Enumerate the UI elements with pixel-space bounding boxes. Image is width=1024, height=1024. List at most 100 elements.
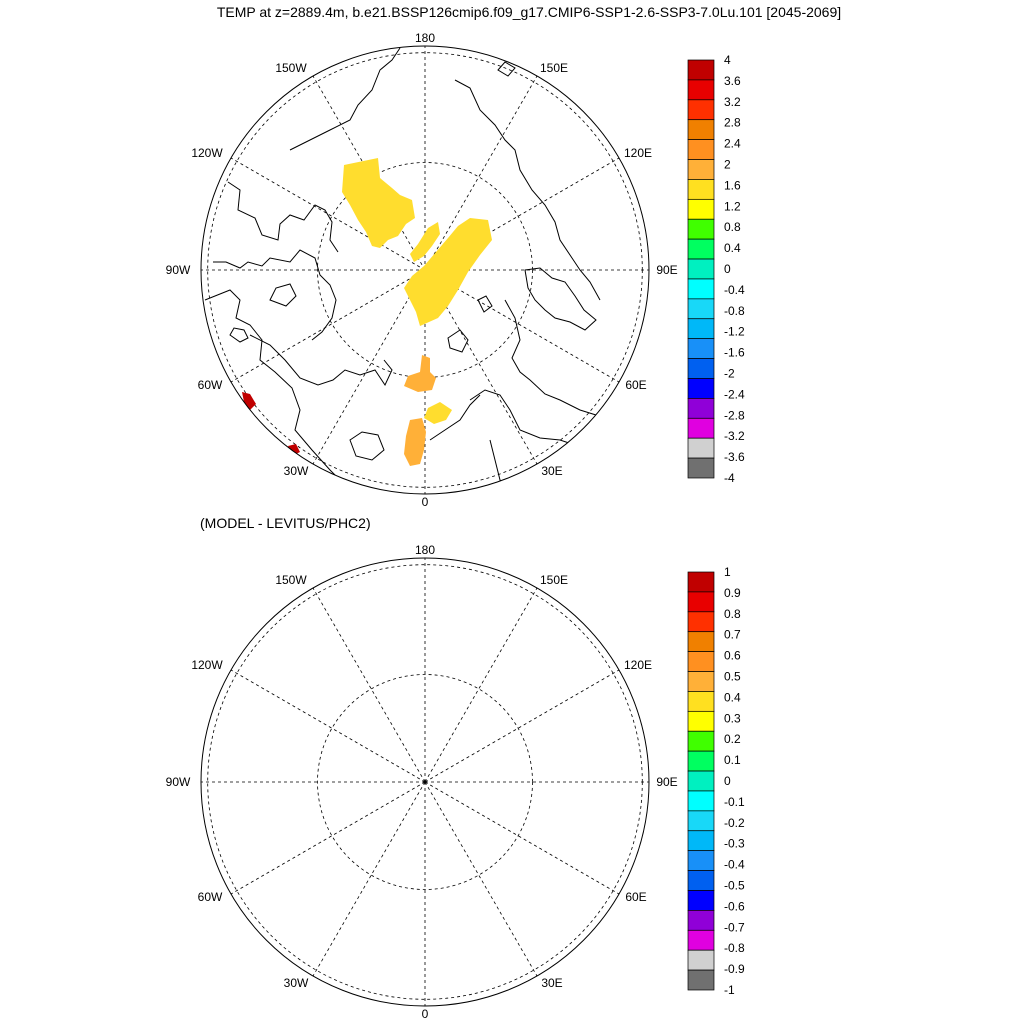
nordic-sea-patch [424,402,452,424]
colorbar-swatch [687,890,715,911]
colorbar-tick-label: 0 [724,774,731,788]
top-map: 180 150E 120E 90E 60E 30E 0 30W 60W 90W … [166,31,678,509]
colorbar-swatch [687,59,715,81]
lon-label-150w: 150W [275,573,307,587]
colorbar-tick-label: 0 [724,262,731,276]
colorbar-swatch [687,79,715,101]
bottom-colorbar: 1 0.9 0.8 0.7 0.6 0.5 0.4 0.3 0.2 0.1 0 -0.1 -0.2 -0.… [687,565,745,997]
colorbar-tick-label: 4 [724,53,731,67]
colorbar-swatch [687,969,715,991]
colorbar-tick-label: -1.6 [724,346,745,360]
graticule [201,558,649,1006]
colorbar-tick-label: 3.2 [724,95,741,109]
latitude-circle [207,52,643,488]
meridian-line [312,75,426,271]
colorbar-swatch [687,318,715,340]
lon-label-30w: 30W [284,976,309,990]
colorbar-swatch [687,99,715,121]
lon-label-90w: 90W [166,263,191,277]
meridian-line [230,781,426,895]
colorbar-swatch [687,671,715,692]
colorbar-tick-label: 0.2 [724,732,741,746]
lon-label-30w: 30W [284,464,309,478]
top-colorbar: 4 3.6 3.2 2.8 2.4 2 1.6 1.2 0.8 0.4 0 -0.4 -0.8 -1.2 -… [687,53,745,485]
meridian-line [312,269,426,465]
colorbar-tick-label: 0.3 [724,711,741,725]
colorbar-swatch [687,850,715,871]
colorbar-swatch [687,298,715,320]
colorbar-swatch [687,198,715,220]
canada-basin-patch [342,158,415,248]
labrador-sea-patch [242,392,256,410]
colorbar-tick-label: 3.6 [724,74,741,88]
colorbar-swatch [687,218,715,240]
colorbar-swatch [687,591,715,613]
colorbar-swatch [687,631,715,652]
coastlines [204,47,611,494]
colorbar-swatch [687,278,715,300]
bottom-map: 180 150E 120E 90E 60E 30E 0 30W 60W 90W … [166,543,678,1021]
colorbar-swatch [687,929,715,951]
meridian-line [424,669,620,783]
colorbar-tick-label: -0.6 [724,899,745,913]
lon-label-150e: 150E [540,573,568,587]
lon-label-90e: 90E [656,263,677,277]
lon-label-0: 0 [422,495,429,509]
lon-label-60e: 60E [625,890,646,904]
colorbar-tick-label: -3.6 [724,450,745,464]
colorbar-swatch [687,790,715,812]
colorbar-swatch [687,139,715,160]
meridian-line [230,669,426,783]
map-border [200,557,650,1007]
colorbar-swatch [687,258,715,280]
colorbar-swatch [687,179,715,200]
meridian-line [312,587,426,783]
colorbar-tick-label: -0.4 [724,858,745,872]
colorbar-tick-label: 0.4 [724,241,741,255]
colorbar-tick-label: 0.9 [724,586,741,600]
colorbar-tick-label: -1 [724,983,735,997]
colorbar-tick-label: -0.2 [724,816,745,830]
colorbar-tick-label: -2 [724,367,735,381]
lon-label-60w: 60W [198,378,223,392]
colorbar-swatch [687,398,715,419]
colorbar-swatch [687,338,715,359]
colorbar-swatch [687,910,715,931]
colorbar-swatch [687,119,715,140]
colorbar-swatch [687,571,715,593]
lon-label-180: 180 [415,31,435,45]
colorbar-swatch [687,949,715,971]
lon-label-120w: 120W [191,146,223,160]
colorbar-tick-label: -0.3 [724,837,745,851]
colorbar-swatch [687,691,715,712]
meridian-line [424,587,538,783]
greenland-sea-patch [404,418,426,466]
colorbar-tick-label: -0.8 [724,941,745,955]
colorbar-swatch [687,710,715,732]
lon-label-90e: 90E [656,775,677,789]
map-border [200,45,650,495]
colorbar-tick-label: -3.2 [724,429,745,443]
meridian-line [230,269,426,383]
lon-label-30e: 30E [541,976,562,990]
lon-label-60w: 60W [198,890,223,904]
colorbar-tick-label: -2.8 [724,408,745,422]
bottom-subtitle: (MODEL - LEVITUS/PHC2) [200,515,371,531]
colorbar-tick-label: 0.1 [724,753,741,767]
colorbar-tick-label: -2.4 [724,387,745,401]
meridian-line [424,75,538,271]
latitude-circle [207,564,643,1000]
colorbar-tick-label: -0.9 [724,962,745,976]
colorbar-swatch [687,358,715,379]
colorbar-tick-label: -1.2 [724,325,745,339]
colorbar-tick-label: 0.8 [724,220,741,234]
colorbar-swatch [687,750,715,772]
anomaly-patches [242,158,492,466]
colorbar-tick-label: 0.6 [724,649,741,663]
lon-label-150w: 150W [275,61,307,75]
colorbar-tick-label: 2.4 [724,137,741,151]
meridian-line [230,157,426,271]
meridian-line [424,781,538,977]
lon-label-180: 180 [415,543,435,557]
